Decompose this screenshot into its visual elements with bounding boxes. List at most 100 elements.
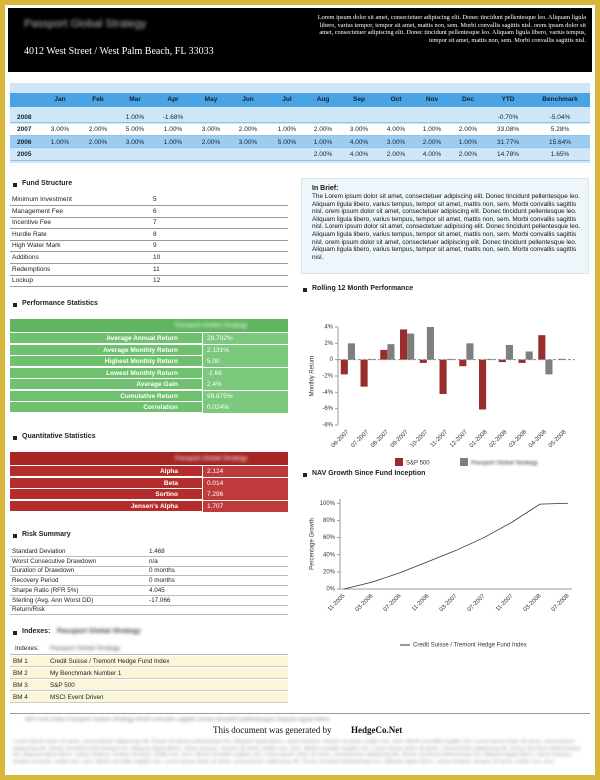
row-label: Recovery Period (12, 577, 59, 585)
section-title: Quantitative Statistics (22, 433, 96, 440)
stat-row (10, 489, 288, 500)
stat-row (10, 466, 288, 477)
section-title: NAV Growth Since Fund Inception (312, 470, 426, 477)
row-value: 0 months (149, 567, 175, 575)
x-tick-label: 03-2008 (523, 593, 543, 613)
index-name: S&P 500 (50, 682, 75, 689)
bar (387, 344, 395, 360)
stat-value-cell (202, 356, 288, 367)
return-cell: 2.00% (422, 138, 442, 146)
row-rule (10, 614, 288, 616)
return-cell: 1.00% (163, 126, 183, 133)
row-value: 8 (153, 230, 157, 238)
row-year: 2005 (17, 151, 32, 158)
index-code: BM 3 (13, 682, 28, 689)
stat-value: 99.875% (207, 392, 233, 400)
bullet (13, 436, 17, 440)
row-label: Incentive Fee (12, 219, 52, 227)
bullet (13, 303, 17, 307)
return-cell: 2.00% (386, 151, 406, 158)
x-tick-label: 07-2006 (383, 593, 403, 613)
y-tick-label: 20% (323, 569, 336, 575)
x-tick-label: 06-2007 (331, 429, 351, 449)
row-value: 12 (153, 277, 161, 285)
stat-value: 7.296 (207, 491, 224, 498)
return-cell: 15.64% (548, 138, 572, 146)
column-header: Sep (353, 96, 365, 103)
stat-value: 2.131% (207, 346, 230, 354)
y-tick-label: 0% (326, 587, 335, 593)
y-tick-label: -4% (322, 390, 333, 396)
stat-value-cell (202, 477, 288, 489)
return-cell: 2.00% (313, 126, 333, 133)
line (343, 502, 569, 590)
row-value: 0 months (149, 577, 175, 585)
x-tick-label: 11-2007 (495, 593, 515, 613)
return-cell: -0.70% (497, 113, 519, 121)
index-label: Indexes: (15, 645, 39, 652)
column-header: Feb (92, 96, 104, 103)
section-title: Indexes: (22, 628, 51, 635)
table-row (10, 111, 590, 123)
stat-value-cell (202, 344, 288, 356)
return-cell: 4.00% (422, 151, 442, 158)
return-cell: 3.00% (386, 138, 406, 146)
bar (558, 358, 566, 360)
row-value: -17.066 (149, 596, 171, 604)
return-cell: 5.00% (125, 126, 145, 133)
row-value: 5 (153, 196, 157, 203)
header-band: Passport Global Strategy 4012 West Street… (8, 8, 592, 72)
index-row (10, 668, 288, 679)
y-tick-label: -8% (322, 423, 333, 429)
section-title: Performance Statistics (22, 300, 98, 307)
stat-value: 1.707 (207, 502, 224, 510)
row-label: Duration of Drawdown (12, 567, 75, 575)
row-value: 9 (153, 242, 157, 250)
row-rule (10, 205, 288, 206)
footer-brand: HedgeCo.Net (351, 725, 403, 735)
row-rule (10, 274, 288, 276)
stat-value-cell (202, 379, 288, 390)
row-rule (10, 575, 288, 577)
return-cell: -5.04% (549, 113, 571, 121)
bullet (303, 473, 307, 477)
return-cell: 2.00% (313, 151, 333, 158)
index-row (10, 680, 288, 691)
table-row (10, 123, 590, 136)
stat-label: Lowest Monthly Return (106, 369, 178, 377)
return-cell: 1.00% (163, 138, 183, 146)
return-cell: 1.00% (313, 138, 333, 146)
y-tick-label: 80% (323, 518, 336, 524)
y-tick-label: 100% (320, 501, 336, 507)
x-tick-label: 11-2005 (327, 593, 347, 613)
legend-label: Credit Suisse / Tremont Hedge Fund Index (413, 643, 527, 649)
row-label: Additions (12, 254, 39, 261)
return-cell: 4.00% (349, 151, 369, 158)
index-label-fund: Passport Global Strategy (50, 645, 121, 652)
row-rule (10, 286, 288, 288)
index-code: BM 4 (13, 694, 28, 701)
stat-value-cell (202, 489, 288, 500)
row-label: Hurdle Rate (12, 230, 47, 238)
return-cell: 3.00% (125, 138, 145, 146)
stat-value: 0.024% (207, 404, 230, 411)
y-axis-label: Percentage Growth (310, 518, 316, 570)
return-cell: 4.00% (349, 138, 369, 146)
return-cell: 3.00% (50, 126, 70, 133)
stat-label: Cumulative Return (120, 392, 178, 400)
row-value: 4.045 (149, 586, 165, 594)
stat-header: Passport Global Strategy (175, 455, 248, 462)
stat-value: 5.00 (207, 358, 220, 365)
column-header: YTD (501, 96, 515, 103)
in-brief-text: The Lorem ipsum dolor sit amet, consecte… (312, 193, 581, 261)
stat-row (10, 367, 288, 379)
table-header-row (10, 93, 590, 107)
row-rule (10, 263, 288, 264)
row-rule (10, 216, 288, 218)
x-tick-label: 11-2007 (430, 429, 450, 449)
row-label: Sterling (Avg. Ann Worst DD) (12, 596, 94, 604)
stat-row (10, 500, 288, 512)
stat-label: Jensen's Alpha (130, 502, 178, 510)
bar (400, 329, 408, 360)
stat-value: 28.702% (207, 335, 233, 342)
